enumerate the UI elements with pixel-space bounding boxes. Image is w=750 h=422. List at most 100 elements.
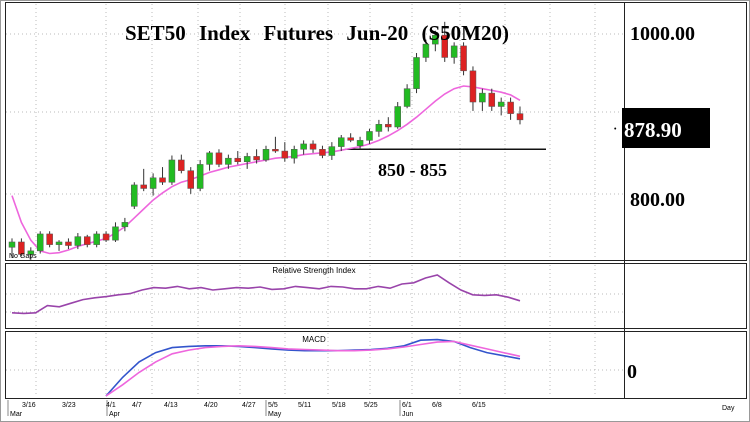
candle	[46, 231, 53, 248]
candle-body	[432, 34, 439, 45]
candle-body	[507, 101, 514, 114]
macd-line	[105, 338, 521, 397]
candle-body	[272, 149, 279, 152]
candle-body	[394, 106, 401, 128]
candle	[328, 142, 336, 160]
candle-body	[469, 70, 477, 103]
candle-body	[55, 241, 63, 245]
candle-body	[206, 152, 213, 165]
candle	[243, 152, 251, 169]
last-price-marker: •	[614, 126, 617, 133]
candle-body	[93, 233, 100, 245]
candle	[262, 145, 270, 162]
candle-body	[479, 92, 486, 103]
candle	[27, 247, 35, 260]
candle-body	[422, 43, 430, 58]
candle-body	[234, 157, 242, 162]
x-axis-unit: Day	[722, 405, 735, 412]
candle-body	[74, 236, 82, 246]
candle-body	[8, 241, 16, 248]
candle	[460, 42, 467, 76]
last-price-box	[622, 108, 710, 148]
candle-body	[488, 92, 496, 107]
candle	[507, 97, 514, 120]
candle	[441, 21, 448, 62]
candle-body	[356, 140, 364, 146]
candle-body	[497, 101, 505, 107]
candle	[272, 136, 279, 153]
candle	[65, 238, 72, 250]
candle-body	[347, 137, 354, 141]
candle-body	[225, 157, 232, 165]
x-tick-label: 4/27	[242, 402, 256, 409]
x-month-label: Jun	[402, 411, 413, 418]
candle	[469, 66, 477, 111]
candle-body	[366, 131, 373, 141]
x-tick-label: 4/1	[106, 402, 116, 409]
x-tick-label: 3/23	[62, 402, 76, 409]
x-tick-label: 4/13	[164, 402, 178, 409]
x-tick-label: 5/18	[332, 402, 346, 409]
candle	[338, 135, 345, 152]
x-tick-label: 6/1	[402, 402, 412, 409]
candle	[234, 151, 242, 165]
candle	[168, 155, 176, 185]
candle-body	[112, 226, 119, 241]
x-tick-label: 6/15	[472, 402, 486, 409]
candle-body	[403, 88, 411, 107]
support-annotation: 850 - 855	[378, 160, 447, 180]
candle	[488, 88, 496, 111]
candle	[394, 102, 401, 129]
macd-panel-frame	[5, 331, 747, 399]
y-tick-800: 800.00	[630, 189, 685, 211]
candle	[413, 53, 420, 94]
candle	[385, 117, 392, 132]
candle-body	[159, 177, 166, 183]
candle	[36, 231, 44, 254]
macd-zero-tick: 0	[627, 361, 637, 383]
candle-body	[375, 124, 383, 132]
rsi-line	[11, 274, 521, 315]
candle-body	[18, 241, 25, 255]
last-price-label: 878.90	[624, 118, 682, 142]
candle-body	[84, 236, 91, 245]
candle-body	[196, 164, 204, 189]
candle-body	[328, 146, 336, 156]
candle	[74, 233, 82, 250]
candle-body	[290, 149, 298, 159]
candle	[432, 30, 439, 52]
candle-body	[121, 222, 129, 228]
candle	[309, 140, 317, 153]
candle-body	[215, 152, 223, 165]
x-tick-label: 4/7	[132, 402, 142, 409]
candle-body	[413, 57, 420, 89]
candle-body	[262, 149, 270, 161]
candle	[497, 97, 505, 116]
candle	[450, 42, 458, 64]
candle	[225, 154, 232, 169]
candle	[422, 39, 430, 62]
x-tick-label: 5/25	[364, 402, 378, 409]
candle	[159, 167, 166, 185]
candle	[253, 149, 260, 164]
candle	[178, 154, 185, 174]
candle	[290, 145, 298, 164]
candle	[102, 231, 110, 242]
x-tick-label: 5/11	[298, 402, 311, 409]
macd-title: MACD	[302, 335, 326, 344]
candle	[215, 149, 223, 168]
candle	[347, 133, 354, 143]
x-tick-label: 6/8	[432, 402, 442, 409]
candle	[84, 234, 91, 248]
candle	[8, 238, 16, 258]
candle-body	[253, 156, 260, 161]
candle	[479, 88, 486, 111]
signal-line	[105, 340, 521, 397]
candle-body	[300, 143, 307, 150]
candle-body	[281, 150, 289, 159]
candle-body	[516, 113, 524, 121]
main-panel-frame	[5, 2, 747, 261]
rsi-title: Relative Strength Index	[272, 266, 355, 275]
candle	[516, 106, 524, 125]
